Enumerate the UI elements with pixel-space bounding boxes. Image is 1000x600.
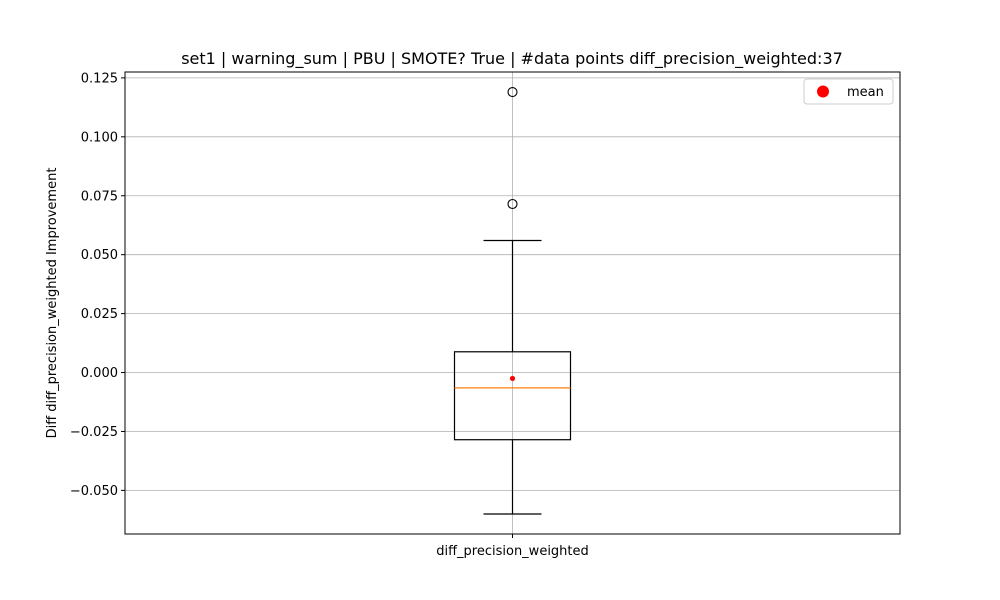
x-tick-label: diff_precision_weighted [436, 544, 589, 559]
outlier-point [507, 198, 518, 210]
y-tick-label: −0.050 [70, 484, 118, 499]
outlier-point [507, 86, 518, 98]
y-axis: −0.050 −0.025 0.000 0.025 0.050 0.075 0.100 0.1… [70, 71, 125, 499]
y-tick-label: 0.125 [81, 71, 118, 86]
y-tick-label: 0.025 [81, 307, 118, 322]
y-axis-label: Diff diff_precision_weighted Improvement [45, 168, 60, 439]
y-tick-label: −0.025 [70, 425, 118, 440]
y-tick-label: 0.050 [81, 248, 118, 263]
y-tick-label: 0.100 [81, 130, 118, 145]
iqr-box [453, 351, 572, 441]
y-tick-label: 0.075 [81, 189, 118, 204]
y-tick-label: 0.000 [81, 366, 118, 381]
x-axis: diff_precision_weighted [436, 534, 589, 559]
mean-point [509, 375, 516, 382]
legend-frame [803, 78, 894, 105]
chart-title: set1 | warning_sum | PBU | SMOTE? True |… [181, 49, 843, 69]
legend: mean [803, 78, 894, 105]
box-layer [453, 86, 572, 515]
legend-mean-label: mean [847, 85, 884, 100]
legend-mean-marker [817, 85, 829, 98]
